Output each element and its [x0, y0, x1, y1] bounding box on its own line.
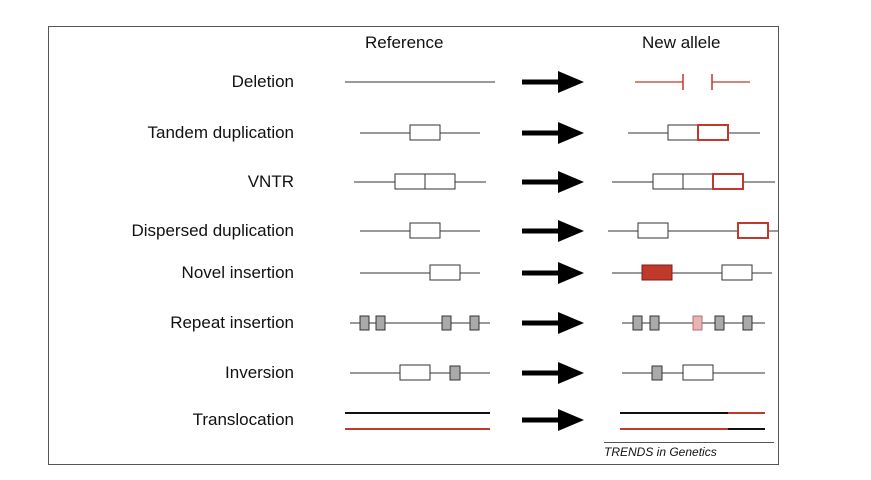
arrows	[522, 71, 584, 431]
tandem-duplication-new-allele	[628, 124, 760, 141]
repeat-insertion-reference	[350, 315, 490, 331]
vntr-reference	[354, 173, 486, 190]
arrow-vntr-icon	[522, 171, 584, 193]
dispersed-duplication-reference	[360, 222, 480, 239]
repeat-insertion-new-allele	[622, 315, 765, 331]
arrow-dispersed-duplication-icon	[522, 220, 584, 242]
arrow-translocation-icon	[522, 409, 584, 431]
arrow-deletion-icon	[522, 71, 584, 93]
figure-frame	[48, 26, 779, 465]
arrow-novel-insertion-icon	[522, 262, 584, 284]
arrow-inversion-icon	[522, 362, 584, 384]
novel-insertion-new-allele	[612, 264, 772, 281]
header-reference: Reference	[365, 33, 444, 52]
credit-rule	[604, 442, 774, 443]
header-new-allele: New allele	[642, 33, 721, 52]
arrow-tandem-duplication-icon	[522, 122, 584, 144]
row-label-vntr: VNTR	[247, 172, 294, 191]
row-label-novel-insertion: Novel insertion	[181, 263, 294, 282]
translocation-new-allele	[620, 412, 765, 430]
row-label-inversion: Inversion	[225, 363, 294, 382]
deletion-new-allele	[635, 74, 750, 90]
arrow-repeat-insertion-icon	[522, 312, 584, 334]
row-label-tandem-duplication: Tandem duplication	[147, 123, 294, 142]
row-label-translocation: Translocation	[192, 410, 294, 429]
row-label-repeat-insertion: Repeat insertion	[170, 313, 294, 332]
tandem-duplication-reference	[360, 124, 480, 141]
credit-text: TRENDS in Genetics	[604, 445, 717, 459]
dispersed-duplication-new-allele	[608, 222, 778, 239]
novel-insertion-reference	[360, 264, 480, 281]
vntr-new-allele	[612, 173, 775, 190]
translocation-reference	[345, 412, 490, 430]
row-label-dispersed-duplication: Dispersed duplication	[131, 221, 294, 240]
inversion-new-allele	[622, 364, 765, 381]
inversion-reference	[350, 364, 490, 381]
row-label-deletion: Deletion	[231, 72, 294, 91]
